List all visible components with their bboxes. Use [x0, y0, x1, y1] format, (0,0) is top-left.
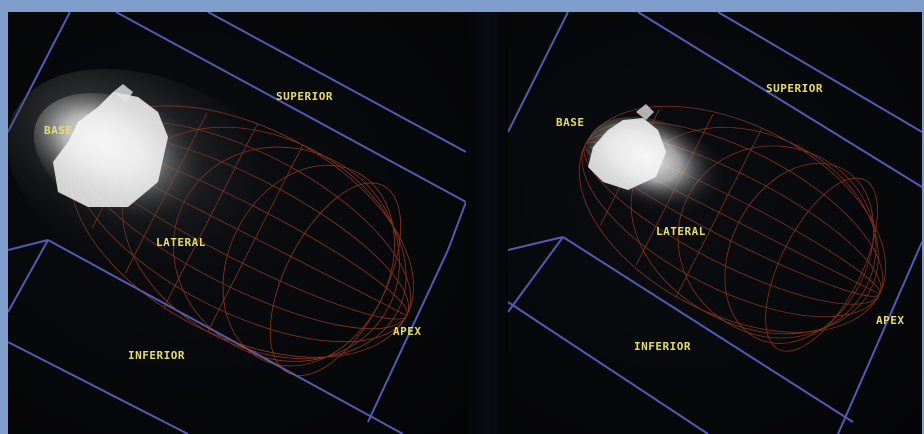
label-base: BASE — [556, 116, 585, 129]
right-perfusion-glow — [586, 104, 730, 218]
label-lateral: LATERAL — [656, 225, 706, 238]
label-superior: SUPERIOR — [766, 82, 823, 95]
right-3d-view: BASE SUPERIOR LATERAL APEX INFERIOR — [508, 12, 922, 434]
right-bounding-box — [508, 12, 922, 434]
label-apex: APEX — [393, 325, 422, 338]
label-inferior: INFERIOR — [634, 340, 691, 353]
label-apex: APEX — [876, 314, 905, 327]
label-inferior: INFERIOR — [128, 349, 185, 362]
left-3d-view: BASE SUPERIOR LATERAL APEX INFERIOR — [8, 12, 466, 434]
right-scene-graphics — [508, 12, 922, 434]
label-base: BASE — [44, 124, 73, 137]
right-wireframe-ventricle — [578, 105, 887, 352]
left-bounding-box — [8, 12, 466, 434]
left-perfusion-glow — [8, 68, 310, 296]
left-scene-graphics — [8, 12, 466, 434]
label-superior: SUPERIOR — [276, 90, 333, 103]
label-lateral: LATERAL — [156, 236, 206, 249]
panel-divider — [466, 12, 508, 434]
